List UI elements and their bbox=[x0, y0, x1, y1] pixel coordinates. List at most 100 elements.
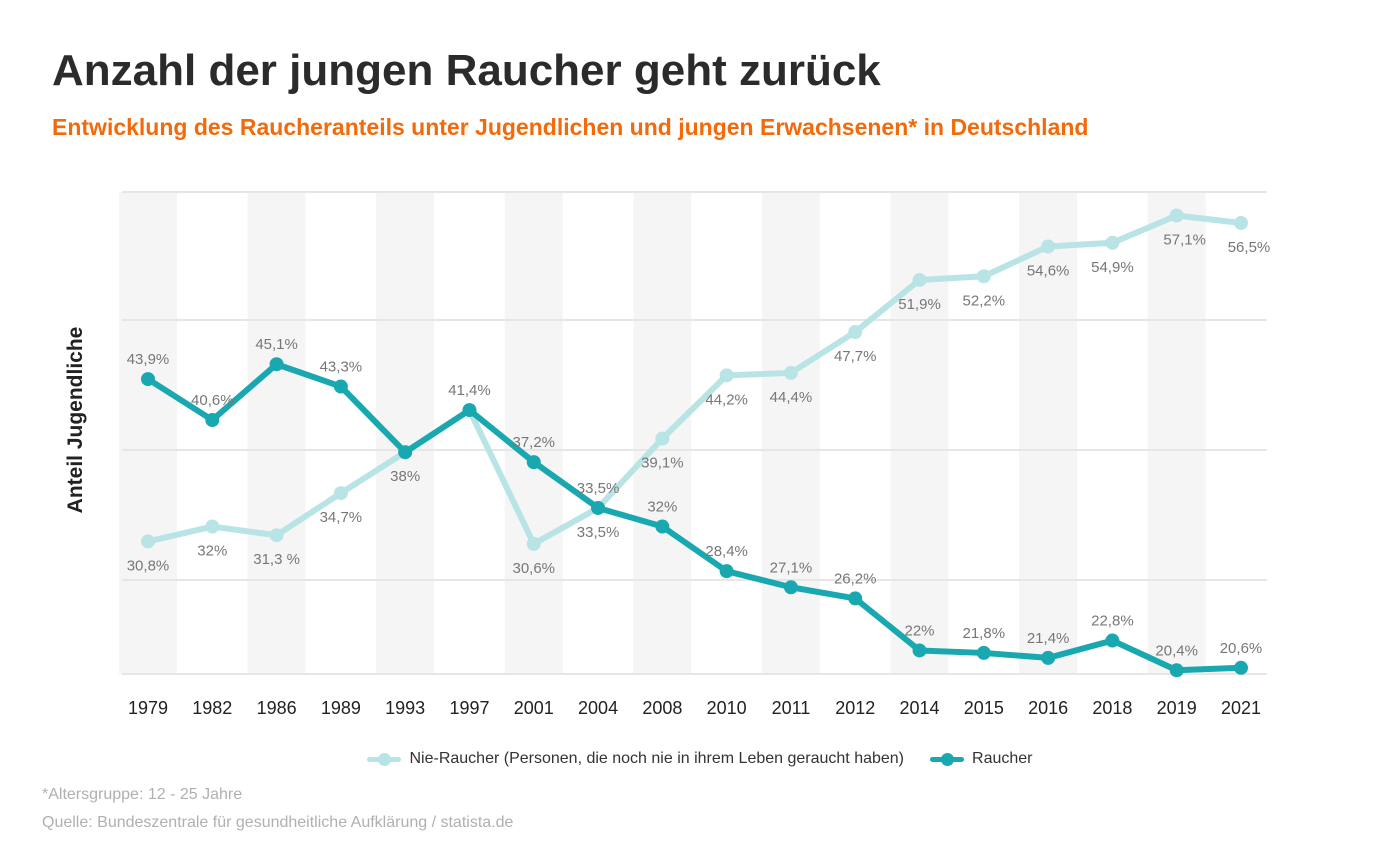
data-label: 32% bbox=[197, 543, 227, 560]
x-tick-label: 1989 bbox=[321, 698, 361, 718]
data-point bbox=[783, 365, 798, 380]
data-point bbox=[1105, 235, 1120, 250]
data-point bbox=[719, 564, 734, 579]
legend-swatch-raucher bbox=[930, 752, 965, 766]
legend-item-raucher: Raucher bbox=[930, 750, 1033, 768]
data-label: 40,6% bbox=[191, 392, 234, 409]
data-point bbox=[205, 412, 220, 427]
data-label: 38% bbox=[390, 468, 420, 485]
data-label: 43,3% bbox=[320, 359, 363, 376]
data-label: 54,6% bbox=[1027, 263, 1070, 280]
data-point bbox=[976, 645, 991, 660]
data-label: 26,2% bbox=[834, 570, 877, 587]
band bbox=[761, 192, 820, 674]
data-label: 43,9% bbox=[127, 351, 170, 368]
line-chart: 1979 1982 1986 1989 1993 1997 2001 2004 2008 2010… bbox=[119, 191, 1271, 718]
data-point bbox=[205, 519, 220, 534]
x-tick-label: 2019 bbox=[1157, 698, 1197, 718]
x-tick-label: 2018 bbox=[1092, 698, 1132, 718]
x-tick-label: 1993 bbox=[385, 698, 425, 718]
data-label: 41,4% bbox=[448, 382, 491, 399]
band bbox=[504, 192, 563, 674]
data-point bbox=[462, 403, 477, 418]
data-label: 33,5% bbox=[577, 524, 620, 541]
data-point bbox=[141, 534, 155, 549]
data-label: 44,2% bbox=[705, 391, 748, 408]
data-point bbox=[333, 486, 348, 501]
data-label: 21,4% bbox=[1027, 630, 1070, 647]
data-label: 47,7% bbox=[834, 348, 877, 365]
chart-subtitle: Entwicklung des Raucheranteils unter Jug… bbox=[52, 114, 1089, 140]
footnote: *Altersgruppe: 12 - 25 Jahre bbox=[42, 786, 243, 803]
data-label: 22% bbox=[905, 622, 935, 639]
data-label: 33,5% bbox=[577, 480, 620, 497]
data-label: 20,6% bbox=[1220, 640, 1263, 657]
chart-title: Anzahl der jungen Raucher geht zurück bbox=[52, 46, 881, 95]
source: Quelle: Bundeszentrale für gesundheitlic… bbox=[42, 814, 514, 831]
data-point bbox=[269, 528, 284, 543]
data-label: 37,2% bbox=[512, 434, 555, 451]
data-label: 45,1% bbox=[255, 336, 298, 353]
data-point bbox=[141, 372, 155, 387]
x-tick-label: 2015 bbox=[964, 698, 1004, 718]
data-point bbox=[1041, 239, 1056, 254]
data-label: 56,5% bbox=[1228, 239, 1271, 256]
data-label: 32% bbox=[647, 499, 677, 516]
legend-swatch-nie-raucher bbox=[367, 752, 402, 766]
data-point bbox=[719, 368, 734, 383]
x-tick-label: 2014 bbox=[900, 698, 940, 718]
band bbox=[890, 192, 949, 674]
data-label: 27,1% bbox=[770, 559, 813, 576]
legend: Nie-Raucher (Personen, die noch nie in i… bbox=[0, 750, 1400, 768]
data-label: 44,4% bbox=[770, 389, 813, 406]
band bbox=[1147, 192, 1206, 674]
data-point bbox=[1234, 215, 1248, 230]
data-point bbox=[398, 445, 413, 460]
series-line-nie-raucher bbox=[147, 212, 1242, 547]
data-label: 22,8% bbox=[1091, 613, 1134, 630]
band bbox=[1019, 192, 1078, 674]
data-label: 20,4% bbox=[1155, 642, 1198, 659]
data-point bbox=[1105, 633, 1120, 648]
data-point bbox=[269, 357, 284, 372]
data-point bbox=[976, 269, 991, 284]
data-point bbox=[655, 431, 670, 446]
x-tick-label: 2011 bbox=[772, 698, 811, 718]
x-tick-label: 2010 bbox=[707, 698, 747, 718]
data-label: 51,9% bbox=[898, 296, 941, 313]
data-label: 39,1% bbox=[641, 455, 684, 472]
data-point bbox=[912, 272, 927, 287]
x-tick-label: 2016 bbox=[1028, 698, 1068, 718]
data-point bbox=[333, 379, 348, 394]
legend-label-nie-raucher: Nie-Raucher (Personen, die noch nie in i… bbox=[409, 750, 905, 767]
y-axis-label: Anteil Jugendliche bbox=[64, 326, 87, 514]
data-label: 21,8% bbox=[963, 625, 1006, 642]
data-point bbox=[526, 536, 541, 551]
data-label: 28,4% bbox=[705, 543, 748, 560]
x-tick-label: 1982 bbox=[192, 698, 232, 718]
data-label: 54,9% bbox=[1091, 259, 1134, 276]
data-label: 30,6% bbox=[512, 560, 555, 577]
data-label: 52,2% bbox=[963, 292, 1006, 309]
x-tick-label: 1997 bbox=[449, 698, 489, 718]
x-tick-label: 2001 bbox=[514, 698, 554, 718]
data-point bbox=[655, 519, 670, 534]
x-tick-label: 1986 bbox=[257, 698, 297, 718]
x-tick-label: 1979 bbox=[128, 698, 168, 718]
data-point bbox=[526, 455, 541, 470]
band bbox=[119, 192, 177, 674]
data-point bbox=[1169, 663, 1184, 678]
data-point bbox=[783, 580, 798, 595]
data-label: 30,8% bbox=[127, 557, 170, 574]
data-label: 57,1% bbox=[1163, 232, 1206, 249]
data-point bbox=[848, 591, 863, 606]
x-tick-label: 2021 bbox=[1221, 698, 1261, 718]
x-tick-label: 2004 bbox=[578, 698, 618, 718]
data-label: 31,3 % bbox=[253, 551, 300, 568]
data-point bbox=[1234, 660, 1248, 675]
data-point bbox=[1169, 208, 1184, 223]
series-line-raucher bbox=[146, 361, 1242, 674]
x-tick-label: 2008 bbox=[642, 698, 682, 718]
data-point bbox=[591, 500, 606, 515]
legend-item-nie-raucher: Nie-Raucher (Personen, die noch nie in i… bbox=[367, 750, 904, 768]
